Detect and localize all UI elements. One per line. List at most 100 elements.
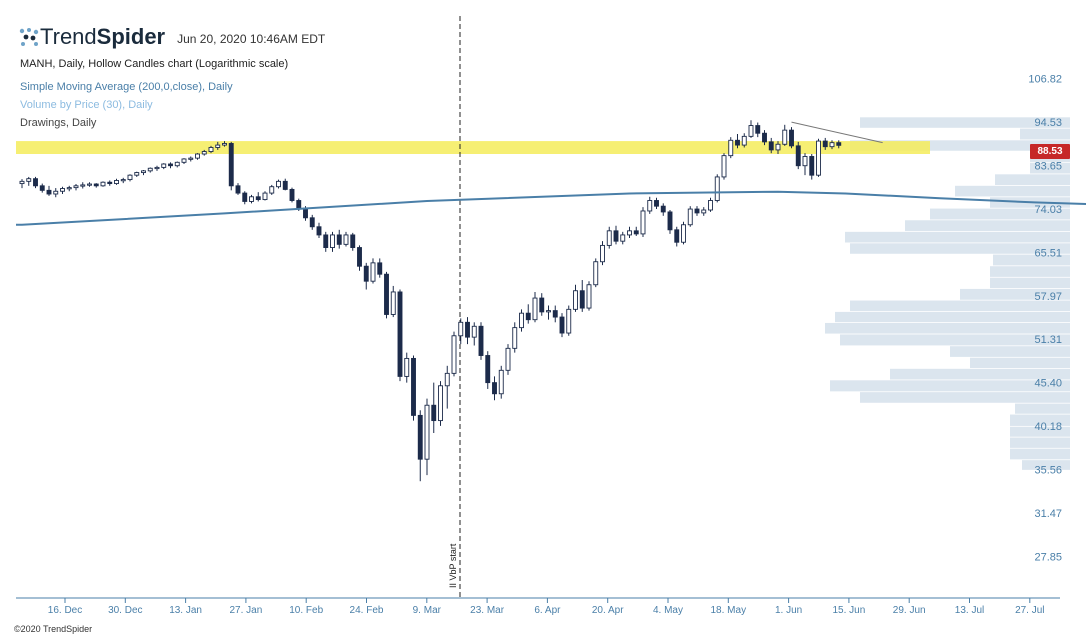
candle[interactable] bbox=[201, 151, 207, 155]
candle[interactable] bbox=[640, 210, 646, 235]
candle[interactable] bbox=[404, 357, 410, 377]
candle[interactable] bbox=[789, 129, 794, 147]
candle[interactable] bbox=[195, 153, 200, 159]
candle[interactable] bbox=[26, 178, 32, 182]
candle[interactable] bbox=[674, 229, 680, 243]
candle[interactable] bbox=[249, 196, 254, 202]
candle[interactable] bbox=[485, 355, 491, 384]
candle[interactable] bbox=[161, 163, 167, 168]
candle[interactable] bbox=[168, 163, 173, 167]
candle[interactable] bbox=[519, 312, 524, 329]
candle[interactable] bbox=[829, 142, 835, 148]
candle[interactable] bbox=[66, 187, 72, 190]
candle[interactable] bbox=[350, 234, 356, 248]
candle[interactable] bbox=[114, 180, 119, 185]
candle[interactable] bbox=[127, 174, 133, 181]
candle[interactable] bbox=[147, 167, 153, 172]
candle[interactable] bbox=[593, 261, 599, 286]
candle[interactable] bbox=[478, 325, 484, 356]
candle[interactable] bbox=[606, 230, 612, 246]
candle[interactable] bbox=[492, 382, 497, 395]
candle[interactable] bbox=[46, 189, 52, 195]
legend-sma[interactable]: Simple Moving Average (200,0,close), Dai… bbox=[20, 81, 233, 93]
legend-drawings[interactable]: Drawings, Daily bbox=[20, 117, 97, 129]
candle[interactable] bbox=[255, 196, 261, 201]
candle[interactable] bbox=[633, 230, 639, 235]
candle[interactable] bbox=[728, 139, 734, 157]
candle[interactable] bbox=[53, 190, 59, 195]
candle[interactable] bbox=[539, 297, 545, 313]
candle[interactable] bbox=[654, 200, 659, 207]
candle[interactable] bbox=[836, 142, 842, 146]
candle[interactable] bbox=[721, 155, 727, 178]
candle[interactable] bbox=[417, 414, 423, 460]
candle[interactable] bbox=[573, 290, 578, 310]
candle[interactable] bbox=[822, 140, 828, 148]
candle[interactable] bbox=[620, 234, 626, 242]
candle[interactable] bbox=[222, 143, 227, 146]
candle[interactable] bbox=[215, 144, 221, 148]
candle[interactable] bbox=[465, 321, 470, 338]
candle[interactable] bbox=[174, 161, 180, 167]
candle[interactable] bbox=[262, 192, 268, 201]
candle[interactable] bbox=[242, 192, 248, 202]
resistance-zone[interactable] bbox=[16, 141, 930, 155]
candle[interactable] bbox=[458, 321, 464, 337]
candle[interactable] bbox=[377, 262, 383, 275]
candle[interactable] bbox=[323, 234, 329, 248]
candle[interactable] bbox=[93, 183, 99, 187]
candle[interactable] bbox=[269, 186, 275, 194]
candle[interactable] bbox=[289, 188, 295, 201]
candle[interactable] bbox=[708, 200, 713, 211]
candle[interactable] bbox=[316, 226, 322, 236]
candle[interactable] bbox=[424, 404, 430, 460]
candle[interactable] bbox=[809, 156, 815, 176]
sma-200-line[interactable] bbox=[16, 190, 1086, 226]
candle[interactable] bbox=[384, 273, 389, 315]
candle[interactable] bbox=[19, 180, 25, 185]
candle[interactable] bbox=[390, 291, 396, 315]
candle[interactable] bbox=[60, 188, 65, 192]
candle[interactable] bbox=[566, 308, 572, 334]
candle[interactable] bbox=[586, 284, 592, 309]
candle[interactable] bbox=[755, 125, 761, 134]
candle[interactable] bbox=[714, 176, 720, 201]
candle[interactable] bbox=[471, 325, 477, 338]
candle[interactable] bbox=[107, 181, 113, 185]
candle[interactable] bbox=[546, 310, 551, 313]
candle[interactable] bbox=[431, 404, 437, 422]
candle[interactable] bbox=[795, 145, 801, 167]
candle[interactable] bbox=[154, 166, 160, 170]
candle[interactable] bbox=[80, 184, 86, 187]
candle[interactable] bbox=[336, 234, 342, 245]
candle[interactable] bbox=[309, 217, 315, 228]
candle[interactable] bbox=[768, 141, 774, 151]
candle[interactable] bbox=[701, 209, 707, 214]
candle[interactable] bbox=[748, 125, 754, 137]
candle[interactable] bbox=[363, 265, 369, 282]
candle[interactable] bbox=[438, 385, 443, 422]
candle[interactable] bbox=[687, 208, 693, 226]
candle[interactable] bbox=[816, 140, 821, 176]
candle[interactable] bbox=[357, 247, 362, 267]
candle[interactable] bbox=[802, 156, 808, 167]
candle[interactable] bbox=[444, 372, 450, 387]
candle[interactable] bbox=[208, 147, 214, 152]
candle[interactable] bbox=[188, 157, 194, 160]
candle[interactable] bbox=[694, 208, 700, 214]
candle[interactable] bbox=[276, 180, 281, 188]
candle[interactable] bbox=[141, 170, 146, 174]
candle[interactable] bbox=[532, 297, 538, 321]
candle[interactable] bbox=[282, 180, 288, 190]
candle[interactable] bbox=[33, 178, 38, 187]
candle[interactable] bbox=[303, 207, 308, 219]
candle[interactable] bbox=[411, 357, 416, 416]
candle[interactable] bbox=[505, 347, 511, 371]
candle[interactable] bbox=[134, 172, 140, 176]
candle[interactable] bbox=[741, 135, 747, 146]
candle[interactable] bbox=[660, 205, 666, 213]
candle[interactable] bbox=[735, 139, 740, 146]
candle[interactable] bbox=[100, 181, 106, 187]
candle[interactable] bbox=[370, 262, 376, 282]
